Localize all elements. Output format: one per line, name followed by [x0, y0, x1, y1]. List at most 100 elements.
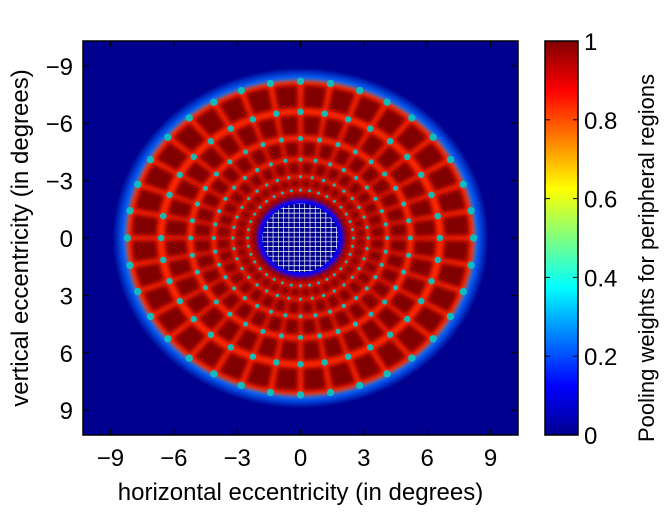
pooling-region — [172, 121, 208, 154]
pooling-region — [219, 290, 243, 312]
boundary-spot — [297, 360, 304, 368]
pooling-region — [368, 238, 386, 251]
boundary-spot — [275, 178, 280, 183]
boundary-spot — [332, 199, 336, 203]
pooling-region — [335, 192, 351, 207]
boundary-spot — [446, 312, 455, 321]
boundary-spot — [283, 313, 288, 318]
boundary-spot — [223, 196, 228, 201]
boundary-spot — [393, 185, 399, 191]
boundary-spot — [408, 354, 416, 362]
pooling-region — [235, 217, 250, 230]
boundary-spot — [321, 110, 328, 117]
pooling-region — [247, 308, 270, 330]
boundary-spot — [217, 209, 222, 214]
boundary-spot — [317, 137, 323, 143]
boundary-spot — [265, 289, 269, 293]
pooling-region — [347, 208, 363, 221]
boundary-spot — [428, 277, 435, 285]
boundary-spot — [326, 388, 335, 397]
pooling-region — [345, 278, 365, 297]
y-tick-label: 6 — [60, 341, 73, 368]
boundary-spot — [459, 287, 467, 296]
boundary-spot — [317, 191, 321, 195]
pooling-region — [164, 239, 189, 258]
pooling-region — [441, 213, 470, 237]
pooling-region — [286, 161, 300, 177]
colorbar-tick-label: 1 — [584, 29, 597, 56]
pooling-region — [354, 269, 374, 287]
pooling-region — [221, 259, 241, 276]
pooling-region — [407, 197, 435, 220]
boundary-spot — [313, 313, 318, 318]
y-tick-label: −3 — [46, 169, 73, 196]
boundary-spot — [297, 334, 304, 341]
pooling-region — [217, 351, 250, 382]
pooling-region — [183, 159, 214, 186]
pooling-region — [321, 116, 346, 142]
pooling-region — [358, 290, 382, 312]
boundary-spot — [383, 98, 391, 106]
boundary-spot — [188, 235, 194, 241]
colorbar-label: Pooling weights for peripheral regions — [634, 74, 659, 442]
pooling-region — [278, 338, 300, 362]
pooling-region — [278, 178, 291, 192]
pooling-region — [310, 284, 323, 298]
boundary-spot — [297, 135, 304, 142]
boundary-spot — [176, 171, 184, 179]
pooling-region — [351, 246, 366, 259]
pooling-region — [247, 146, 270, 168]
pooling-region — [387, 159, 418, 186]
boundary-spot — [231, 236, 235, 240]
x-tick-label: 3 — [357, 445, 370, 472]
boundary-spot — [428, 191, 435, 199]
pooling-region — [441, 239, 470, 263]
pooling-region — [264, 313, 285, 334]
boundary-spot — [211, 235, 217, 241]
pooling-region — [236, 179, 256, 198]
boundary-spot — [166, 277, 173, 285]
colorbar-tick-label: 0.6 — [584, 187, 617, 214]
boundary-spot — [357, 266, 361, 271]
pooling-region — [238, 255, 254, 268]
colorbar-tick-label: 0.2 — [584, 344, 617, 371]
pooling-region — [215, 238, 233, 251]
pooling-region — [384, 205, 407, 224]
boundary-spot — [298, 297, 303, 301]
pooling-region — [172, 322, 208, 355]
boundary-spot — [258, 267, 262, 271]
pooling-region — [373, 106, 408, 138]
boundary-spot — [325, 195, 329, 199]
boundary-spot — [278, 137, 284, 143]
boundary-spot — [268, 309, 273, 314]
pooling-region — [197, 144, 227, 172]
boundary-spot — [434, 256, 442, 264]
colorbar-tick-label: 0.8 — [584, 108, 617, 135]
boundary-spot — [202, 285, 208, 291]
pooling-region — [301, 114, 323, 138]
boundary-spot — [275, 293, 280, 298]
y-tick-label: 0 — [60, 226, 73, 253]
boundary-spot — [190, 153, 197, 161]
pooling-region — [365, 249, 384, 264]
boundary-spot — [240, 205, 244, 210]
pooling-region — [327, 275, 343, 290]
region-boundaries — [123, 77, 478, 399]
pooling-region — [301, 140, 318, 159]
boundary-spot — [357, 205, 361, 210]
boundary-spot — [408, 114, 416, 122]
boundary-spot — [189, 252, 195, 258]
pooling-region — [340, 122, 368, 149]
pooling-region — [411, 304, 447, 336]
boundary-spot — [383, 249, 388, 254]
boundary-spot — [342, 189, 346, 193]
pooling-region — [217, 94, 250, 125]
boundary-spot — [289, 283, 293, 287]
pooling-region — [243, 199, 259, 214]
boundary-spot — [249, 116, 257, 123]
pooling-region — [373, 338, 408, 370]
pooling-region — [300, 286, 312, 299]
pooling-region — [368, 225, 386, 238]
plot-area — [83, 41, 518, 435]
